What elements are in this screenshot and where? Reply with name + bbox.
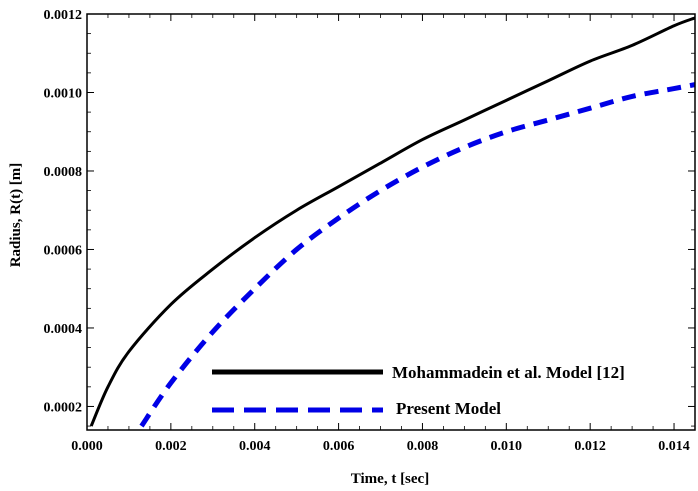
x-axis-label: Time, t [sec] [351, 471, 429, 487]
y-tick-label: 0.0006 [44, 243, 83, 258]
y-axis-label: Radius, R(t) [m] [8, 163, 24, 268]
series-line-1 [89, 16, 695, 427]
x-tick-label: 0.004 [239, 439, 271, 454]
y-tick-label: 0.0002 [44, 400, 83, 415]
series-layer [89, 16, 695, 428]
x-tick-label: 0.002 [155, 439, 187, 454]
y-tick-label: 0.0004 [44, 322, 83, 337]
x-tick-label: 0.012 [574, 439, 606, 454]
x-tick-label: 0.010 [491, 439, 523, 454]
x-tick-label: 0.008 [407, 439, 439, 454]
x-tick-label: 0.014 [658, 439, 690, 454]
y-tick-label: 0.0012 [44, 8, 83, 23]
legend: Mohammadein et al. Model [12] Present Mo… [212, 363, 625, 418]
x-tick-label: 0.006 [323, 439, 355, 454]
plot-frame [86, 13, 696, 431]
legend-label-series-2: Present Model [396, 399, 501, 418]
tick-labels: 0.000 0.002 0.004 0.006 0.008 0.010 0.012 0.014… [44, 8, 690, 454]
legend-label-series-1: Mohammadein et al. Model [12] [392, 363, 625, 382]
x-tick-label: 0.000 [71, 439, 103, 454]
y-tick-label: 0.0008 [44, 165, 83, 180]
axis-ticks [86, 13, 695, 430]
y-tick-label: 0.0010 [44, 86, 83, 101]
